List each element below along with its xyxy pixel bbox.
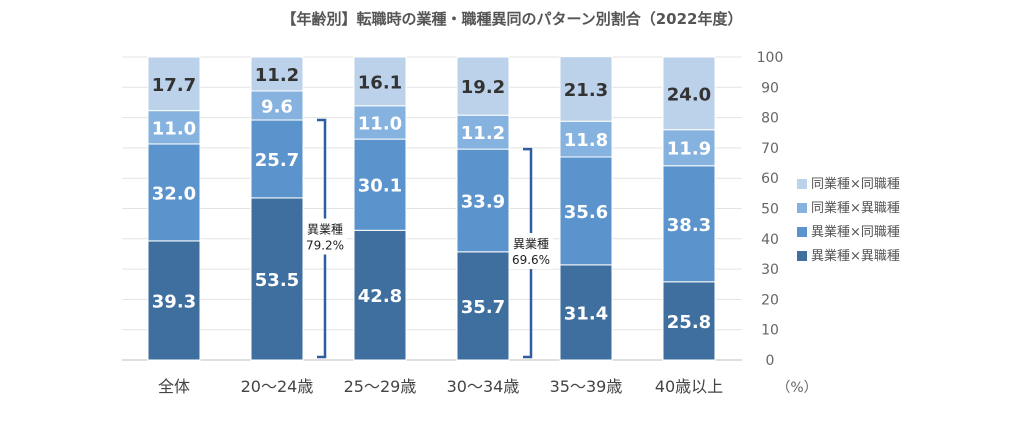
bar-segment xyxy=(353,138,407,231)
legend-label: 異業種×同職種 xyxy=(811,224,900,240)
annotations: 異業種 79.2% 異業種 69.6% xyxy=(303,118,553,359)
bar-segment xyxy=(559,56,613,122)
annotation-value: 79.2% xyxy=(306,239,344,253)
bar-segment xyxy=(662,56,716,131)
y-tick-label: 90 xyxy=(761,80,779,96)
bar-segment xyxy=(456,114,510,150)
x-tick-label: 40歳以上 xyxy=(655,377,723,396)
y-axis: 0 10 20 30 40 50 60 70 80 90 100 xyxy=(757,50,784,369)
bar-segment xyxy=(559,156,613,266)
bar-segment xyxy=(559,120,613,158)
bar-segment xyxy=(662,165,716,283)
data-label: 25.8 xyxy=(667,312,711,333)
data-label: 39.3 xyxy=(152,291,196,312)
data-label: 31.4 xyxy=(564,303,608,324)
y-tick-label: 20 xyxy=(761,292,779,308)
data-label: 24.0 xyxy=(667,84,711,105)
data-label: 21.3 xyxy=(564,80,608,101)
y-tick-label: 100 xyxy=(757,50,784,66)
data-label: 32.0 xyxy=(152,183,196,204)
x-tick-label: 25～29歳 xyxy=(344,377,417,396)
annotation-label: 異業種 xyxy=(513,237,549,251)
data-label: 17.7 xyxy=(152,75,196,96)
annotation-label: 異業種 xyxy=(307,223,343,237)
data-label: 38.3 xyxy=(667,215,711,236)
x-tick-label: 全体 xyxy=(158,377,190,396)
bar-segment xyxy=(456,56,510,116)
y-tick-label: 60 xyxy=(761,171,779,187)
annotation-background xyxy=(509,233,553,270)
data-label: 35.7 xyxy=(461,297,505,318)
y-tick-label: 70 xyxy=(761,141,779,157)
data-labels: 39.3 32.0 11.0 17.7 53.5 25.7 9.6 11.2 42.8 30.1 1… xyxy=(152,65,711,333)
bar-segment xyxy=(662,129,716,167)
legend-swatch xyxy=(797,179,807,189)
data-label: 9.6 xyxy=(261,96,293,117)
gridlines xyxy=(122,56,742,361)
data-label: 11.0 xyxy=(152,118,196,139)
y-tick-label: 40 xyxy=(761,232,779,248)
legend-swatch xyxy=(797,251,807,261)
legend-swatch xyxy=(797,227,807,237)
y-tick-label: 50 xyxy=(761,202,779,218)
annotation-background xyxy=(303,218,347,255)
annotation-value: 69.6% xyxy=(512,253,550,267)
data-label: 11.2 xyxy=(255,65,299,86)
legend-label: 異業種×異職種 xyxy=(811,248,900,264)
bar-segment xyxy=(147,143,201,242)
bar-segment xyxy=(250,56,304,92)
legend-label: 同業種×同職種 xyxy=(811,176,900,192)
data-label: 30.1 xyxy=(358,176,402,197)
bar-segment xyxy=(147,110,201,145)
y-tick-label: 10 xyxy=(761,323,779,339)
x-tick-label: 35～39歳 xyxy=(550,377,623,396)
y-tick-label: 80 xyxy=(761,111,779,127)
data-label: 35.6 xyxy=(564,202,608,223)
data-label: 19.2 xyxy=(461,77,505,98)
legend-swatch xyxy=(797,203,807,213)
data-label: 11.0 xyxy=(358,113,402,134)
bar-segment xyxy=(456,251,510,361)
bar-segment xyxy=(250,197,304,361)
x-axis: 全体 20～24歳 25～29歳 30～34歳 35～39歳 40歳以上 xyxy=(158,377,723,396)
data-label: 11.9 xyxy=(667,139,711,160)
bar-segment xyxy=(353,56,407,107)
bar-segment xyxy=(662,281,716,361)
unit-label: （%） xyxy=(776,380,817,396)
bar-segment xyxy=(353,105,407,140)
data-label: 53.5 xyxy=(255,270,299,291)
legend-label: 同業種×異職種 xyxy=(811,200,900,216)
data-label: 42.8 xyxy=(358,286,402,307)
data-label: 25.7 xyxy=(255,150,299,171)
x-tick-label: 30～34歳 xyxy=(447,377,520,396)
bars xyxy=(147,56,716,361)
data-label: 33.9 xyxy=(461,191,505,212)
data-label: 11.8 xyxy=(564,130,608,151)
x-tick-label: 20～24歳 xyxy=(241,377,314,396)
bar-segment xyxy=(147,56,201,112)
y-tick-label: 30 xyxy=(761,262,779,278)
data-label: 16.1 xyxy=(358,72,402,93)
chart-title: 【年齢別】転職時の業種・職種異同のパターン別割合（2022年度） xyxy=(281,10,742,28)
bar-segment xyxy=(147,240,201,361)
y-tick-label: 0 xyxy=(766,353,775,369)
data-label: 11.2 xyxy=(461,123,505,144)
bar-segment xyxy=(353,229,407,361)
